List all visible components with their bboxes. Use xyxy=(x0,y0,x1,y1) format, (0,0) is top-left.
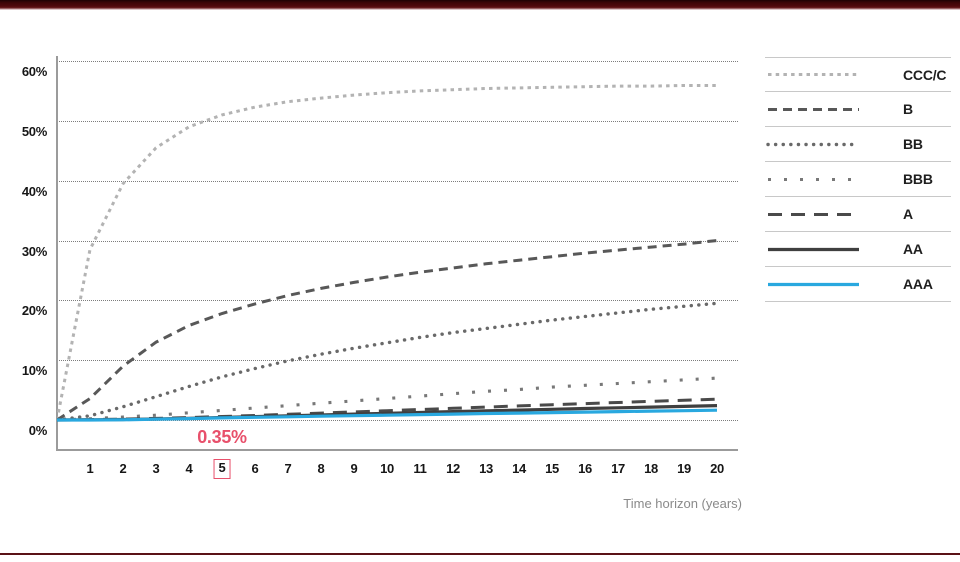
gridline-50% xyxy=(57,120,738,122)
x-tick-label-highlighted: 5 xyxy=(213,459,231,479)
legend-label: A xyxy=(903,206,913,222)
legend-row-CCC/C: CCC/C xyxy=(765,57,951,92)
x-tick-label: 8 xyxy=(317,461,325,476)
legend-sample-line xyxy=(768,282,859,286)
series-line-B xyxy=(57,239,718,422)
x-axis-title: Time horizon (years) xyxy=(623,496,742,511)
gridline-60% xyxy=(57,61,738,62)
legend-label: B xyxy=(903,101,913,117)
legend-sample-line xyxy=(766,142,861,146)
chart-curves xyxy=(57,84,719,422)
y-tick-label: 30% xyxy=(21,243,47,259)
y-tick-label: 0% xyxy=(28,423,48,438)
x-tick-label: 7 xyxy=(284,461,292,476)
bottom-accent-rule xyxy=(0,553,960,555)
y-axis-line xyxy=(56,56,58,451)
legend-row-AA: AA xyxy=(765,232,951,267)
x-tick-label: 9 xyxy=(350,461,358,476)
x-tick-label: 17 xyxy=(611,461,625,476)
chart-legend: CCC/C B BB BBB A AA AAA xyxy=(765,57,951,302)
gridline-0% xyxy=(57,420,738,421)
legend-label: AA xyxy=(903,241,923,257)
legend-row-A: A xyxy=(765,197,951,232)
x-tick-label: 19 xyxy=(677,461,691,476)
y-tick-label: 20% xyxy=(21,303,47,319)
gridline-30% xyxy=(57,240,738,242)
series-line-CCC/C xyxy=(57,84,717,421)
x-tick-label: 6 xyxy=(251,461,259,476)
series-line-AAA xyxy=(57,408,718,422)
y-tick-label: 40% xyxy=(21,183,47,199)
highlight-annotation: 0.35% xyxy=(197,427,247,447)
y-tick-label: 60% xyxy=(21,64,47,79)
legend-sample-line xyxy=(768,73,859,76)
series-line-BB xyxy=(57,301,719,422)
x-tick-label: 20 xyxy=(710,461,724,476)
x-tick-label: 14 xyxy=(512,461,526,476)
legend-sample-line xyxy=(768,107,859,111)
x-tick-label: 3 xyxy=(152,461,160,476)
gridline-40% xyxy=(57,180,738,182)
legend-row-BB: BB xyxy=(765,127,951,162)
legend-sample-line xyxy=(768,247,859,251)
legend-label: AAA xyxy=(903,276,933,292)
y-tick-label: 50% xyxy=(21,123,47,139)
top-accent-bar xyxy=(0,0,960,10)
legend-row-AAA: AAA xyxy=(765,267,951,302)
x-axis-line xyxy=(57,449,738,451)
gridline-10% xyxy=(57,360,738,362)
x-tick-label: 15 xyxy=(545,461,559,476)
y-tick-label: 10% xyxy=(21,363,47,379)
x-tick-label: 1 xyxy=(86,461,94,476)
x-tick-label: 16 xyxy=(578,461,592,476)
series-line-A xyxy=(57,397,718,422)
x-tick-label: 18 xyxy=(644,461,658,476)
gridline-20% xyxy=(57,300,738,302)
legend-row-B: B xyxy=(765,92,951,127)
legend-sample-line xyxy=(768,177,859,181)
x-tick-label: 11 xyxy=(413,461,427,476)
legend-label: BBB xyxy=(903,171,933,187)
legend-sample-line xyxy=(768,212,859,216)
x-tick-label: 10 xyxy=(380,461,394,476)
legend-label: CCC/C xyxy=(903,66,947,83)
legend-row-BBB: BBB xyxy=(765,162,951,197)
legend-label: BB xyxy=(903,136,923,152)
x-tick-label: 4 xyxy=(185,461,193,476)
x-tick-label: 2 xyxy=(119,461,127,476)
x-tick-label: 13 xyxy=(479,461,493,476)
x-tick-label: 12 xyxy=(446,461,460,476)
